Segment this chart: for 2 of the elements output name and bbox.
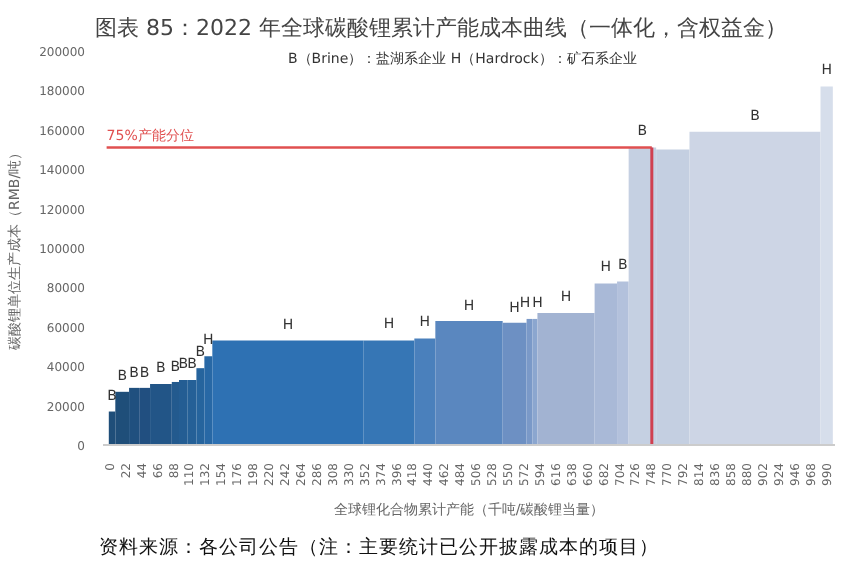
chart-title: 图表 85：2022 年全球碳酸锂累计产能成本曲线（一体化，含权益金）	[95, 15, 787, 41]
text: 资料来源：各公司公告（注：主要统计已公开披露成本的项目）	[99, 535, 659, 559]
